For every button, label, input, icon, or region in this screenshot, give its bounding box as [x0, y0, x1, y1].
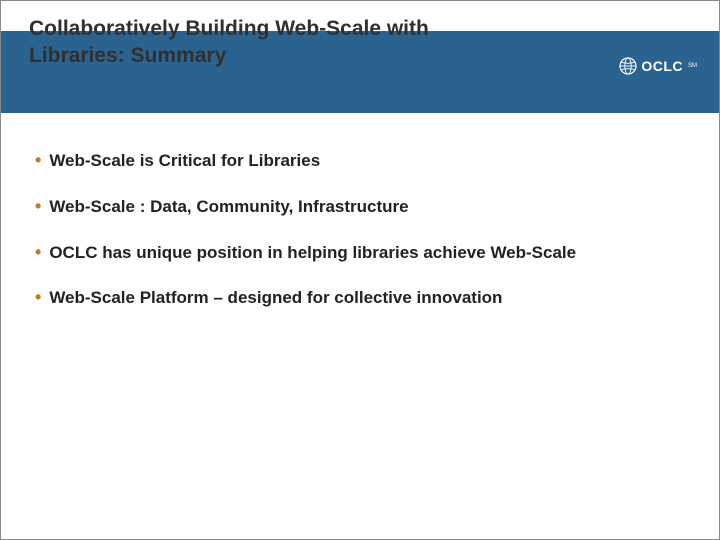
globe-icon — [619, 57, 637, 75]
list-item: • Web-Scale Platform – designed for coll… — [35, 286, 679, 310]
service-mark: SM — [688, 63, 697, 69]
brand-logo: OCLC SM — [619, 57, 697, 75]
bullet-list: • Web-Scale is Critical for Libraries • … — [35, 149, 679, 332]
bullet-text: Web-Scale : Data, Community, Infrastruct… — [49, 195, 679, 219]
list-item: • Web-Scale is Critical for Libraries — [35, 149, 679, 173]
bullet-text: Web-Scale Platform – designed for collec… — [49, 286, 679, 310]
slide-container: Collaboratively Building Web-Scale with … — [0, 0, 720, 540]
bullet-marker-icon: • — [35, 241, 41, 264]
bullet-text: OCLC has unique position in helping libr… — [49, 241, 679, 265]
bullet-text: Web-Scale is Critical for Libraries — [49, 149, 679, 173]
bullet-marker-icon: • — [35, 286, 41, 309]
slide-title: Collaboratively Building Web-Scale with … — [29, 15, 529, 70]
list-item: • Web-Scale : Data, Community, Infrastru… — [35, 195, 679, 219]
bullet-marker-icon: • — [35, 195, 41, 218]
brand-name: OCLC — [641, 58, 683, 74]
list-item: • OCLC has unique position in helping li… — [35, 241, 679, 265]
bullet-marker-icon: • — [35, 149, 41, 172]
